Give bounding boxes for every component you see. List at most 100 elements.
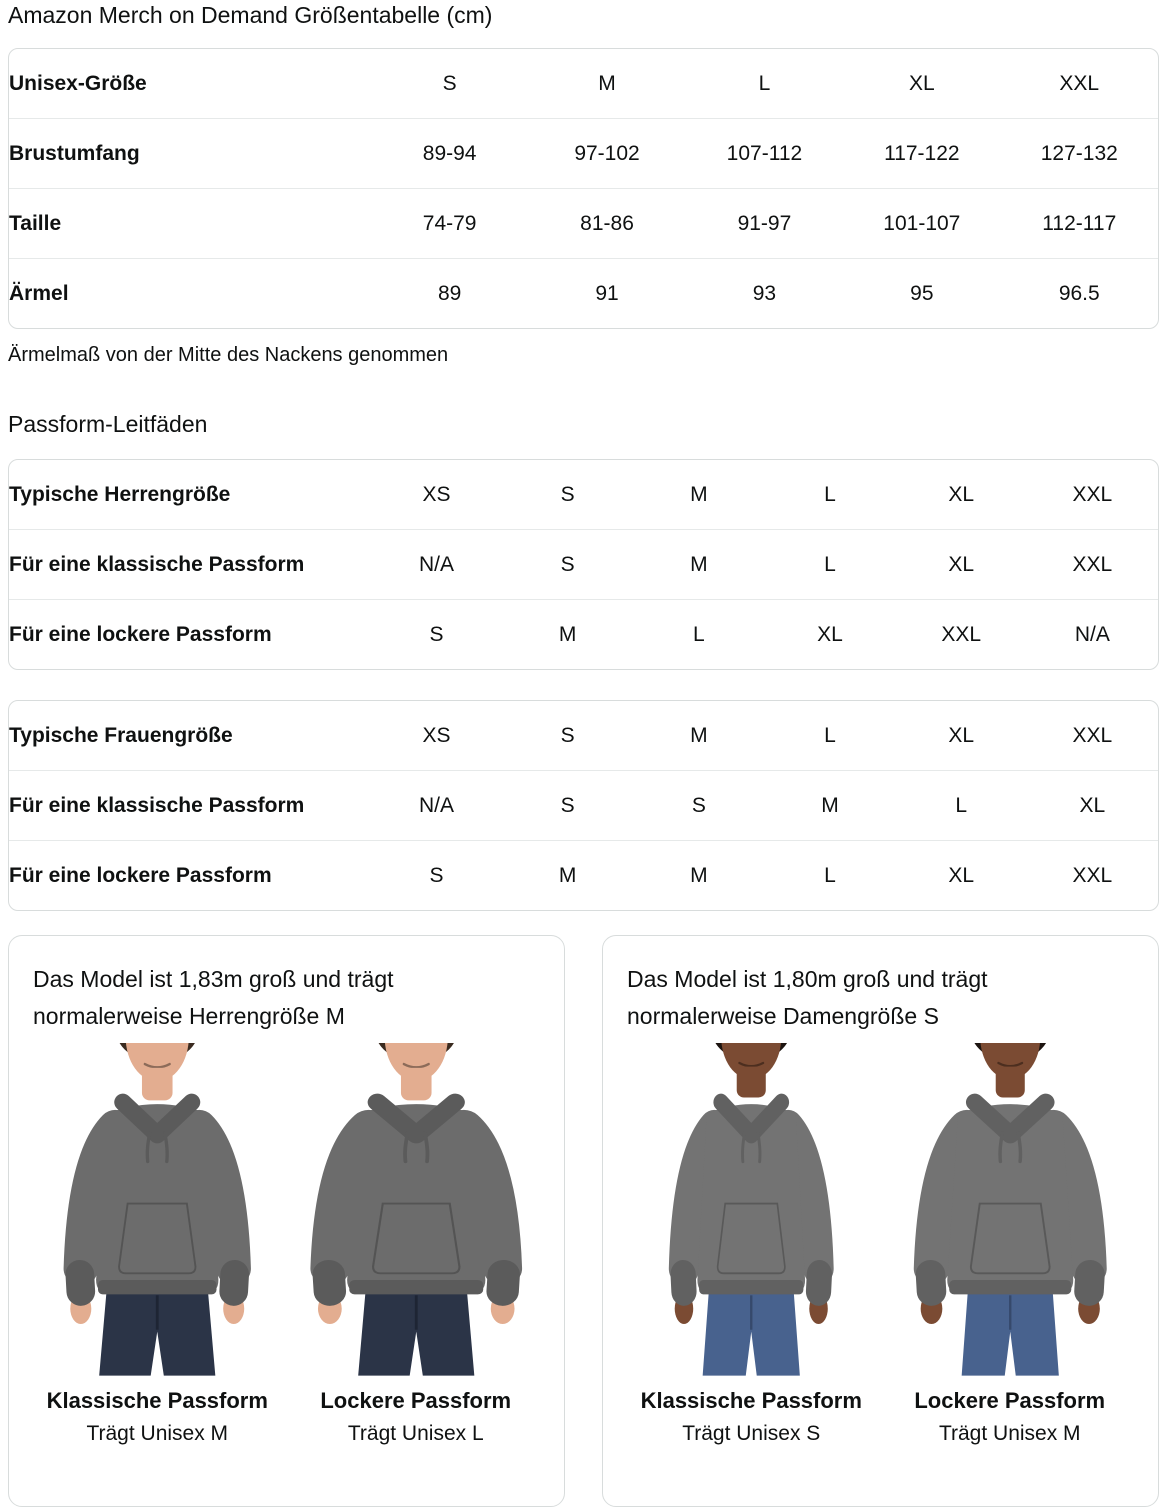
size-cell: 91-97: [685, 188, 844, 259]
size-cell: 127-132: [1000, 118, 1158, 189]
size-cell: XL: [948, 482, 975, 506]
womens-fit-table: Typische Frauengröße XS S M L XL XXL Für…: [8, 700, 1159, 911]
table-row: Ärmel 89 91 93 95 96.5: [9, 258, 1158, 328]
fit-label: Klassische Passform: [640, 1387, 862, 1413]
size-worn-label: Trägt Unisex M: [938, 1421, 1081, 1445]
model-photo: [886, 1043, 1135, 1376]
table-row: Für eine lockere Passform S M M L XL XXL: [9, 840, 1158, 910]
size-cell: 117-122: [843, 118, 1001, 189]
table-row: Für eine klassische Passform N/A S M L X…: [9, 529, 1158, 600]
size-cell: N/A: [1026, 599, 1158, 669]
size-cell: XS: [422, 482, 451, 506]
size-worn-label: Trägt Unisex M: [86, 1421, 229, 1445]
size-cell: 101-107: [843, 188, 1001, 259]
size-cell: L: [895, 770, 1027, 841]
size-cell: S: [560, 482, 575, 506]
size-cell: XXL: [1072, 723, 1113, 747]
fit-label: Klassische Passform: [46, 1387, 268, 1413]
model-description: Das Model ist 1,80m groß und trägt norma…: [627, 966, 988, 1029]
size-cell: M: [502, 599, 634, 669]
row-label: Für eine klassische Passform: [9, 770, 371, 841]
size-cell: M: [764, 770, 896, 841]
model-figure-loose-fit: Lockere Passform Trägt Unisex M: [886, 1043, 1135, 1446]
table-row: Typische Frauengröße XS S M L XL XXL: [9, 701, 1158, 771]
size-cell: N/A: [370, 770, 503, 841]
size-cell: 89: [370, 258, 529, 328]
size-cell: N/A: [370, 529, 503, 600]
size-cell: L: [824, 723, 836, 747]
size-cell: S: [633, 770, 765, 841]
size-cell: 96.5: [1000, 258, 1158, 328]
size-cell: L: [764, 529, 896, 600]
size-cell: XS: [422, 723, 451, 747]
size-cell: L: [633, 599, 765, 669]
row-label: Typische Herrengröße: [9, 482, 231, 506]
row-label: Für eine lockere Passform: [9, 840, 371, 910]
page-title: Amazon Merch on Demand Größentabelle (cm…: [8, 2, 493, 28]
size-cell: XL: [895, 529, 1027, 600]
sleeve-measure-note: Ärmelmaß von der Mitte des Nackens genom…: [8, 344, 449, 366]
size-cell: M: [633, 529, 765, 600]
table-row: Für eine klassische Passform N/A S S M L…: [9, 770, 1158, 841]
size-cell: L: [824, 482, 836, 506]
size-cell: M: [598, 71, 616, 95]
row-label: Typische Frauengröße: [9, 723, 233, 747]
row-label: Für eine lockere Passform: [9, 599, 371, 669]
size-worn-label: Trägt Unisex S: [682, 1421, 821, 1445]
size-cell: 112-117: [1000, 188, 1158, 259]
size-cell: 107-112: [685, 118, 844, 189]
table-row: Taille 74-79 81-86 91-97 101-107 112-117: [9, 188, 1158, 259]
row-label: Unisex-Größe: [9, 71, 147, 95]
size-cell: XL: [1026, 770, 1158, 841]
size-cell: 97-102: [528, 118, 686, 189]
size-cell: M: [690, 723, 708, 747]
size-cell: 74-79: [370, 188, 529, 259]
size-cell: L: [758, 71, 771, 95]
size-cell: 95: [843, 258, 1001, 328]
size-cell: 93: [685, 258, 844, 328]
size-cell: M: [502, 840, 634, 910]
size-worn-label: Trägt Unisex L: [347, 1421, 484, 1445]
model-figure-loose-fit: Lockere Passform Trägt Unisex L: [292, 1043, 541, 1446]
size-cell: S: [502, 770, 634, 841]
row-label: Taille: [9, 188, 371, 259]
size-cell: 81-86: [528, 188, 686, 259]
table-row: Für eine lockere Passform S M L XL XXL N…: [9, 599, 1158, 669]
table-row: Unisex-Größe S M L XL XXL: [9, 49, 1158, 119]
size-cell: XL: [895, 840, 1027, 910]
size-cell: L: [764, 840, 896, 910]
model-figure-classic-fit: Klassische Passform Trägt Unisex S: [627, 1043, 876, 1446]
size-cell: XL: [948, 723, 975, 747]
size-cell: XXL: [895, 599, 1027, 669]
row-label: Ärmel: [9, 258, 371, 328]
table-row: Brustumfang 89-94 97-102 107-112 117-122…: [9, 118, 1158, 189]
size-cell: S: [370, 840, 503, 910]
size-cell: XL: [909, 71, 935, 95]
row-label: Für eine klassische Passform: [9, 529, 371, 600]
size-cell: S: [442, 71, 457, 95]
size-cell: XL: [764, 599, 896, 669]
model-photo: [627, 1043, 876, 1376]
size-cell: 91: [528, 258, 686, 328]
size-cell: XXL: [1072, 482, 1113, 506]
size-cell: S: [502, 529, 634, 600]
model-photo: [292, 1043, 541, 1376]
model-photo: [33, 1043, 282, 1376]
size-cell: M: [690, 482, 708, 506]
womens-model-card: Das Model ist 1,80m groß und trägt norma…: [602, 935, 1159, 1507]
fit-label: Lockere Passform: [320, 1387, 512, 1413]
size-cell: XXL: [1026, 529, 1158, 600]
size-cell: M: [633, 840, 765, 910]
fit-label: Lockere Passform: [914, 1387, 1106, 1413]
fit-guides-heading: Passform-Leitfäden: [8, 411, 208, 437]
model-description: Das Model ist 1,83m groß und trägt norma…: [33, 966, 394, 1029]
model-cards: Das Model ist 1,83m groß und trägt norma…: [8, 935, 1159, 1507]
size-cell: S: [560, 723, 575, 747]
size-cell: 89-94: [370, 118, 529, 189]
model-figure-classic-fit: Klassische Passform Trägt Unisex M: [33, 1043, 282, 1446]
row-label: Brustumfang: [9, 118, 371, 189]
table-row: Typische Herrengröße XS S M L XL XXL: [9, 460, 1158, 530]
mens-fit-table: Typische Herrengröße XS S M L XL XXL Für…: [8, 459, 1159, 670]
size-cell: S: [370, 599, 503, 669]
